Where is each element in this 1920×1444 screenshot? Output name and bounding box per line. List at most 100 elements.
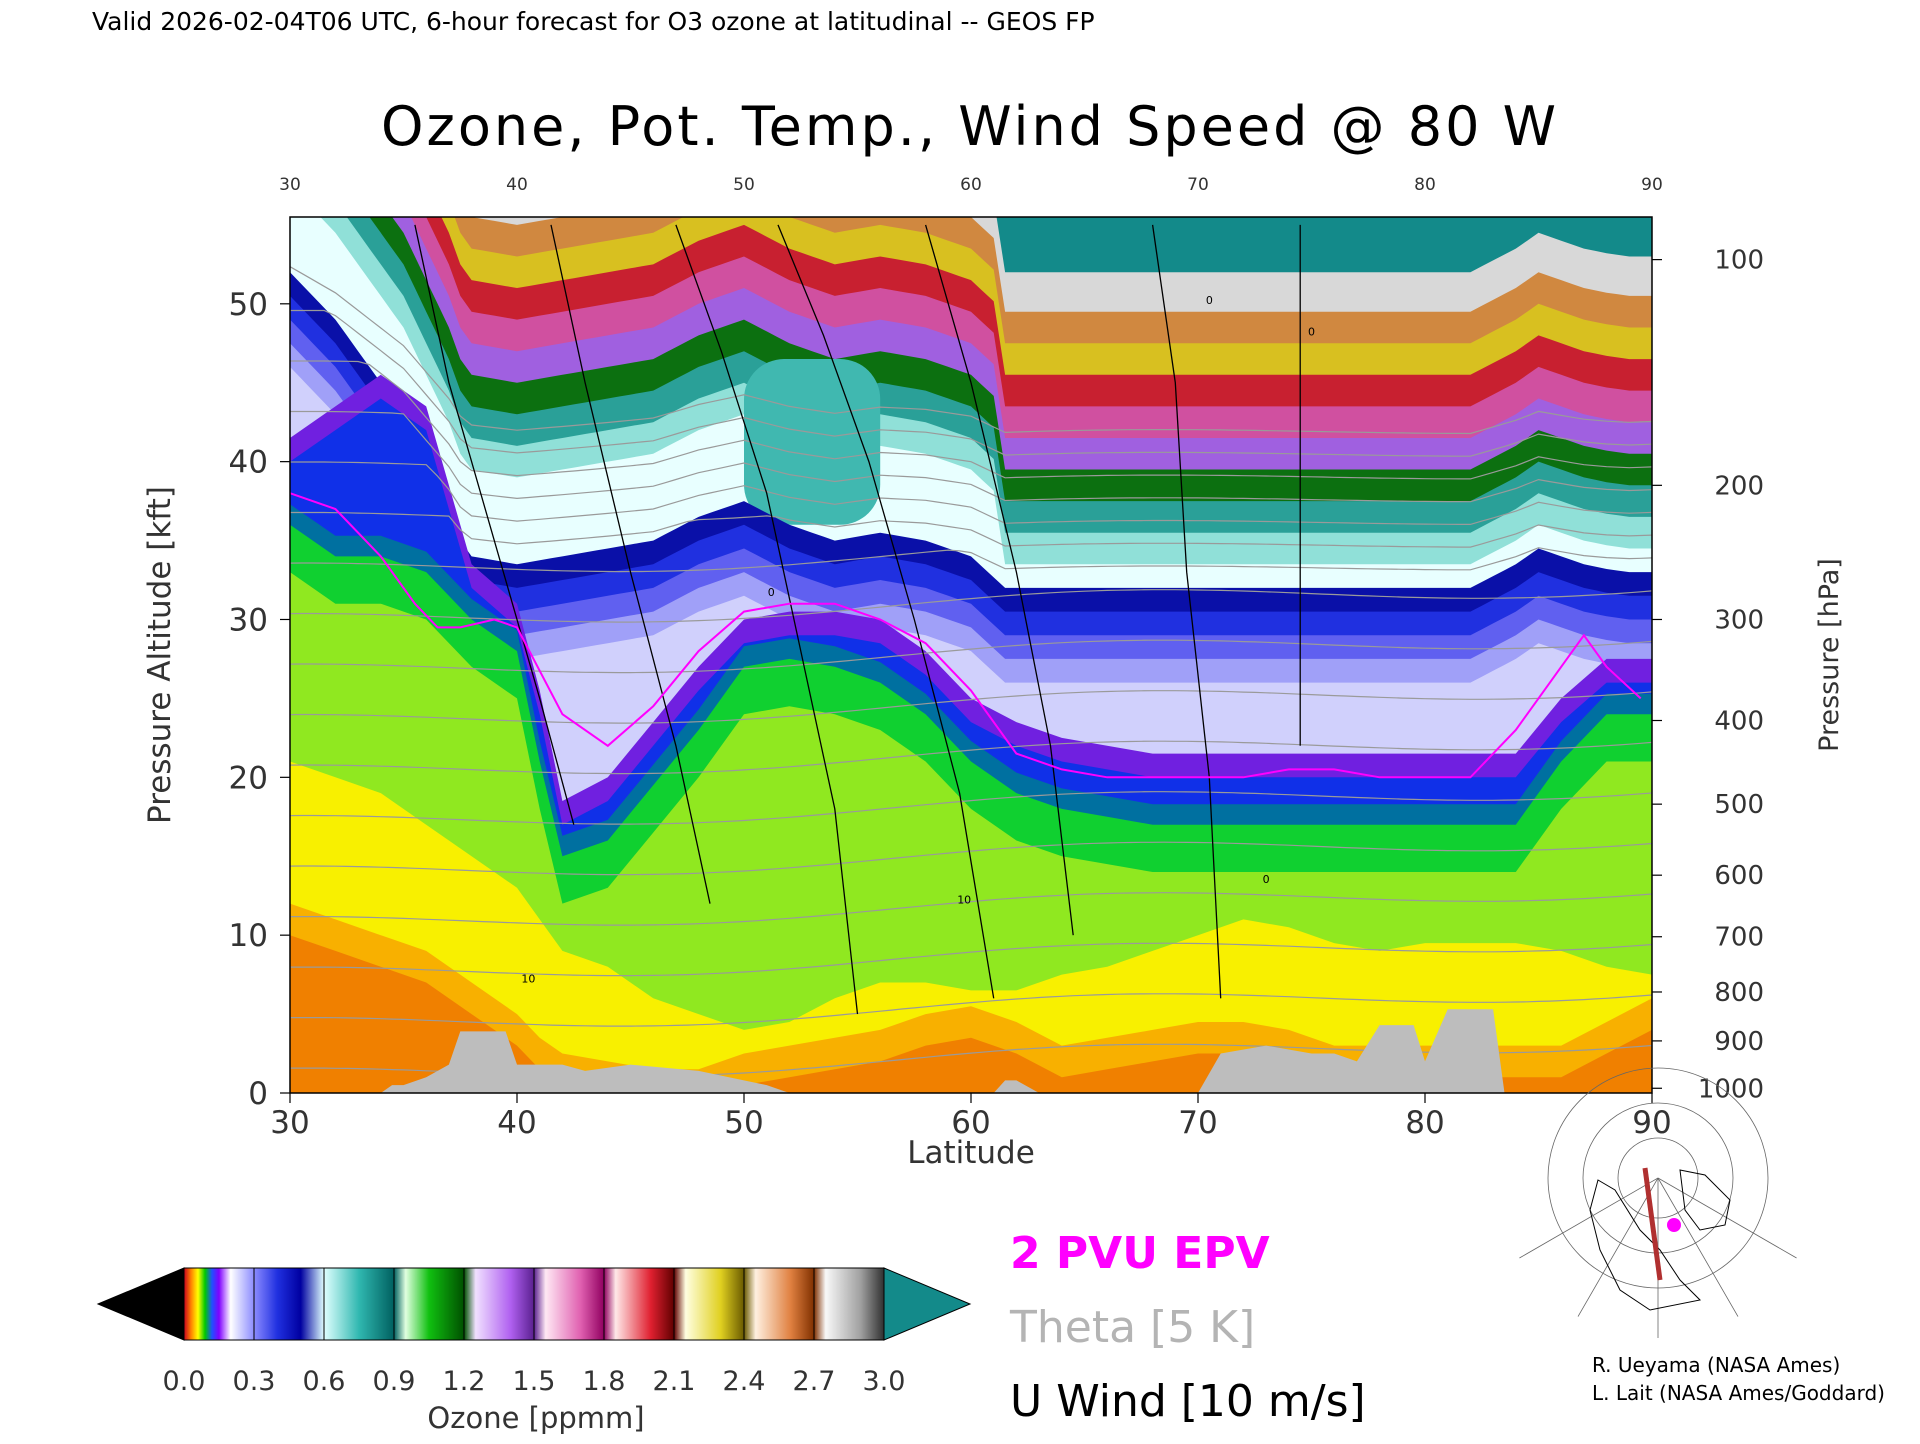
theta-line [290, 690, 1652, 724]
top-tick-label: 30 [279, 175, 301, 195]
theta-line [290, 309, 1652, 457]
pressure-tick-label: 700 [1714, 923, 1764, 953]
colorbar-tick-label: 3.0 [863, 1366, 906, 1397]
pressure-tick-label: 100 [1714, 246, 1764, 276]
wind-contour-label: 0 [1206, 294, 1213, 307]
wind-contour-label: 0 [768, 586, 775, 599]
y-tick-label: 20 [229, 760, 268, 796]
theta-line [290, 639, 1652, 674]
credit-line-1: R. Ueyama (NASA Ames) [1592, 1353, 1840, 1377]
x-tick-label: 40 [497, 1105, 536, 1141]
colorbar-tick-label: 2.1 [653, 1366, 696, 1397]
credit-line-2: L. Lait (NASA Ames/Goddard) [1592, 1381, 1885, 1405]
inset-coastline [1589, 1179, 1702, 1311]
pressure-tick-label: 600 [1714, 861, 1764, 891]
colorbar-tick-label: 0.3 [233, 1366, 276, 1397]
inset-marker [1667, 1218, 1681, 1232]
x-tick-label: 90 [1632, 1105, 1671, 1141]
colorbar-tick-label: 2.4 [723, 1366, 766, 1397]
wind-contour-label: 10 [521, 973, 535, 986]
colorbar-tick-label: 2.7 [793, 1366, 836, 1397]
wind-contour-label: 10 [957, 894, 971, 907]
y-axis-left-label: Pressure Altitude [kft] [142, 486, 178, 824]
inset-section-line [1642, 1167, 1663, 1281]
top-tick-label: 70 [1187, 175, 1209, 195]
valid-line: Valid 2026-02-04T06 UTC, 6-hour forecast… [92, 7, 1095, 36]
wind-contour-line [777, 224, 995, 999]
colorbar-tick-label: 0.9 [373, 1366, 416, 1397]
colorbar-label: Ozone [ppmm] [427, 1401, 644, 1435]
inset-map [1519, 1067, 1797, 1338]
top-tick-label: 40 [506, 175, 528, 195]
colorbar-tick-label: 1.2 [443, 1366, 486, 1397]
wind-contour-line [675, 224, 859, 1015]
colorbar-tick-label: 0.0 [163, 1366, 206, 1397]
yellow-layer [290, 761, 1652, 1093]
pressure-tick-label: 1000 [1698, 1074, 1764, 1104]
epv-2pvu-line [290, 492, 1642, 779]
colorbar-over-arrow [883, 1267, 972, 1341]
x-tick-label: 70 [1178, 1105, 1217, 1141]
theta-line [290, 942, 1652, 977]
inset-meridian [1657, 1177, 1797, 1259]
strat-cyan-core [744, 359, 881, 525]
inset-meridian [1657, 1177, 1739, 1317]
pressure-tick-label: 300 [1714, 605, 1764, 635]
theta-line [290, 266, 1652, 435]
orange-layer [290, 903, 1652, 1093]
pressure-tick-label: 200 [1714, 471, 1764, 501]
plot-area: 10 10 0 0 0 0 [290, 217, 1652, 1093]
y-tick-label: 30 [229, 602, 268, 638]
inset-meridian [1577, 1177, 1659, 1317]
colorbar: 0.0 0.3 0.6 0.9 1.2 1.5 1.8 2.1 2.4 2.7 3.0 [96, 1267, 972, 1397]
y-tick-label: 50 [229, 287, 268, 323]
top-tick-label: 60 [960, 175, 982, 195]
colorbar-under-arrow [96, 1267, 185, 1341]
x-axis-label: Latitude [907, 1135, 1035, 1171]
pressure-tick-label: 400 [1714, 707, 1764, 737]
top-tick-label: 50 [733, 175, 755, 195]
wind-contour-line [550, 224, 711, 904]
chart-title: Ozone, Pot. Temp., Wind Speed @ 80 W [381, 95, 1559, 158]
theta-line [290, 993, 1652, 1027]
top-tick-label: 80 [1414, 175, 1436, 195]
y-tick-label: 40 [229, 445, 268, 481]
x-tick-label: 60 [951, 1105, 990, 1141]
wind-contour-label: 0 [1263, 873, 1270, 886]
theta-line [290, 461, 1652, 526]
theta-line [290, 511, 1652, 548]
wind-contour-label: 0 [1308, 325, 1315, 338]
theta-line [290, 841, 1652, 876]
colorbar-tick-label: 1.5 [513, 1366, 556, 1397]
theta-line [290, 547, 1652, 573]
pressure-tick-label: 500 [1714, 790, 1764, 820]
inset-greenland [1679, 1169, 1731, 1231]
y-tick-label: 10 [229, 918, 268, 954]
legend-theta: Theta [5 K] [1009, 1302, 1255, 1353]
x-tick-label: 80 [1405, 1105, 1444, 1141]
pressure-tick-label: 800 [1714, 978, 1764, 1008]
y-axis-right-label: Pressure [hPa] [1814, 558, 1845, 752]
pressure-tick-label: 900 [1714, 1027, 1764, 1057]
wind-contour-line [924, 224, 1074, 936]
wind-contours: 10 10 0 0 0 0 [414, 224, 1315, 1015]
theta-line [290, 410, 1652, 503]
theta-line [290, 791, 1652, 825]
wind-contour-line [414, 224, 575, 825]
colorbar-tick-label: 0.6 [303, 1366, 346, 1397]
y-tick-label: 0 [248, 1076, 268, 1112]
theta-line [290, 360, 1652, 480]
x-tick-label: 50 [724, 1105, 763, 1141]
colorbar-tick-label: 1.8 [583, 1366, 626, 1397]
x-tick-label: 30 [270, 1105, 309, 1141]
top-tick-label: 90 [1641, 175, 1663, 195]
wind-contour-line [1151, 224, 1222, 999]
inset-meridian [1519, 1177, 1659, 1259]
theta-line [290, 892, 1652, 926]
topography [290, 1009, 1652, 1093]
theta-line [290, 740, 1652, 775]
legend-wind: U Wind [10 m/s] [1010, 1376, 1366, 1427]
